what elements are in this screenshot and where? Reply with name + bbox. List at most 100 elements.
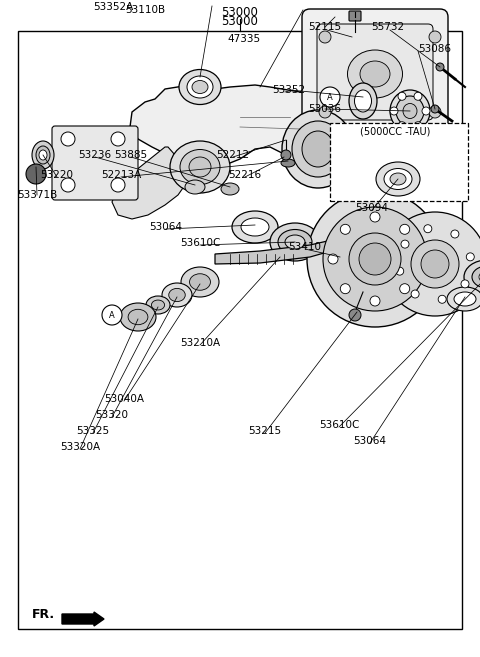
Ellipse shape	[189, 157, 211, 177]
Ellipse shape	[278, 229, 312, 254]
Ellipse shape	[179, 70, 221, 104]
Circle shape	[319, 31, 331, 43]
Circle shape	[319, 106, 331, 118]
Ellipse shape	[185, 180, 205, 194]
Circle shape	[401, 240, 409, 248]
Circle shape	[438, 295, 446, 304]
Circle shape	[414, 92, 422, 101]
Text: 53086: 53086	[418, 44, 451, 54]
Ellipse shape	[472, 266, 480, 288]
Circle shape	[396, 267, 404, 275]
Ellipse shape	[447, 287, 480, 311]
Circle shape	[398, 92, 406, 101]
Ellipse shape	[187, 76, 213, 98]
Ellipse shape	[302, 131, 334, 167]
Text: 53352: 53352	[273, 85, 306, 95]
Ellipse shape	[349, 83, 377, 119]
Text: 53040A: 53040A	[104, 394, 144, 404]
Text: 52115: 52115	[309, 22, 342, 32]
Circle shape	[429, 106, 441, 118]
Circle shape	[328, 254, 338, 264]
Ellipse shape	[170, 141, 230, 193]
Circle shape	[400, 224, 410, 235]
Ellipse shape	[376, 162, 420, 196]
Circle shape	[461, 280, 469, 288]
Text: 53410: 53410	[288, 242, 322, 252]
Text: 53885: 53885	[114, 150, 147, 160]
Text: 53610C: 53610C	[319, 420, 359, 430]
Circle shape	[390, 107, 398, 115]
Ellipse shape	[181, 267, 219, 297]
Text: 53094: 53094	[356, 203, 388, 213]
Circle shape	[102, 305, 122, 325]
Bar	[330, 123, 468, 201]
Ellipse shape	[403, 104, 417, 118]
Text: 52212: 52212	[216, 150, 250, 160]
FancyBboxPatch shape	[317, 24, 433, 120]
Polygon shape	[215, 237, 345, 264]
Ellipse shape	[151, 300, 165, 310]
FancyArrow shape	[62, 612, 104, 626]
Text: 53236: 53236	[78, 150, 111, 160]
Circle shape	[422, 107, 430, 115]
Circle shape	[411, 290, 419, 298]
Text: (5000CC -TAU): (5000CC -TAU)	[360, 127, 430, 137]
Circle shape	[61, 178, 75, 192]
Ellipse shape	[355, 90, 372, 112]
Circle shape	[111, 132, 125, 146]
Text: 53210A: 53210A	[180, 338, 220, 348]
Text: 53220: 53220	[40, 170, 73, 180]
Ellipse shape	[348, 50, 403, 98]
Text: 52213A: 52213A	[101, 170, 141, 180]
Circle shape	[61, 132, 75, 146]
Ellipse shape	[241, 218, 269, 236]
Text: 53000: 53000	[222, 5, 258, 18]
Text: 53320: 53320	[96, 410, 129, 420]
Ellipse shape	[128, 309, 148, 325]
Circle shape	[421, 250, 449, 278]
Ellipse shape	[282, 110, 354, 188]
Ellipse shape	[32, 141, 54, 169]
Ellipse shape	[146, 296, 170, 314]
Ellipse shape	[285, 235, 305, 249]
Circle shape	[340, 284, 350, 294]
Text: 53320A: 53320A	[60, 442, 100, 452]
Circle shape	[320, 87, 340, 107]
Text: 53110B: 53110B	[125, 5, 165, 15]
Ellipse shape	[479, 271, 480, 283]
Circle shape	[431, 105, 439, 113]
Ellipse shape	[292, 121, 344, 177]
FancyBboxPatch shape	[302, 9, 448, 135]
Circle shape	[383, 212, 480, 316]
Circle shape	[466, 253, 474, 261]
Text: 53036: 53036	[309, 104, 341, 114]
Text: 55732: 55732	[372, 22, 405, 32]
Ellipse shape	[190, 274, 210, 290]
Ellipse shape	[384, 168, 412, 189]
Ellipse shape	[454, 292, 476, 306]
Circle shape	[349, 233, 401, 285]
Circle shape	[411, 240, 459, 288]
FancyBboxPatch shape	[349, 11, 361, 21]
Ellipse shape	[192, 81, 208, 93]
Circle shape	[111, 178, 125, 192]
Circle shape	[400, 284, 410, 294]
Text: 53000: 53000	[222, 15, 258, 28]
FancyBboxPatch shape	[52, 126, 138, 200]
Polygon shape	[130, 85, 355, 169]
Ellipse shape	[232, 211, 278, 243]
Ellipse shape	[360, 61, 390, 87]
Text: A: A	[327, 93, 333, 101]
Ellipse shape	[36, 146, 50, 164]
Text: 47335: 47335	[228, 34, 261, 44]
Circle shape	[429, 31, 441, 43]
Text: 53215: 53215	[249, 426, 282, 436]
Circle shape	[370, 296, 380, 306]
Text: 53610C: 53610C	[180, 238, 220, 248]
Circle shape	[307, 191, 443, 327]
Circle shape	[398, 122, 406, 129]
Circle shape	[412, 254, 422, 264]
Ellipse shape	[169, 288, 185, 302]
Circle shape	[323, 207, 427, 311]
Text: 53064: 53064	[353, 436, 386, 446]
